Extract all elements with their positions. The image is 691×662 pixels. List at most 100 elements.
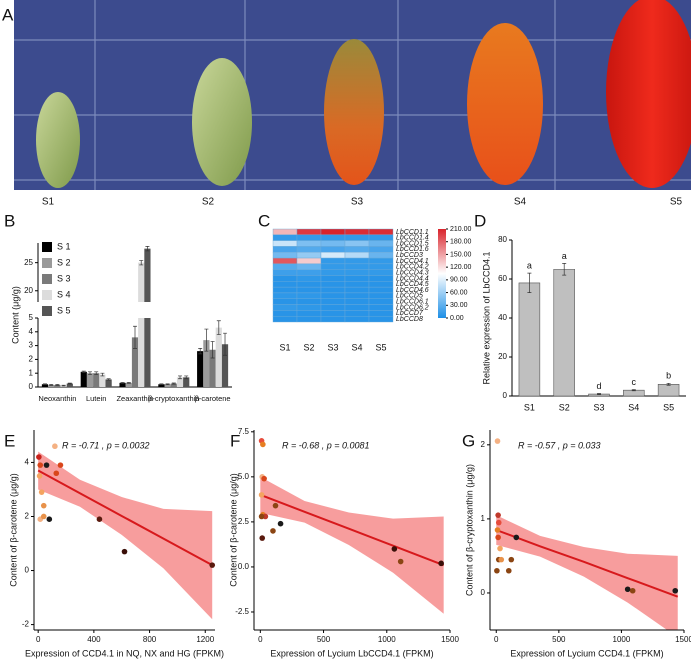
panel-label: C (258, 211, 270, 230)
point (43, 462, 50, 468)
column-label: S5 (375, 342, 386, 352)
error-bar (126, 382, 131, 384)
heatmap-cell (296, 263, 322, 270)
x-tick-label: 1000 (378, 635, 396, 644)
x-tick-label: Lutein (86, 394, 106, 403)
x-tick-label: 800 (143, 635, 157, 644)
point (258, 513, 265, 520)
y-tick-label: 0 (503, 391, 508, 400)
x-tick-label: Zeaxanthin (116, 394, 153, 403)
x-tick-label: 0 (258, 635, 263, 644)
bar (183, 377, 190, 387)
x-axis-label: Expression of Lycium CCD4.1 (FPKM) (510, 648, 663, 658)
regression-line (495, 529, 679, 598)
y-axis-label: Relative expression of LbCCD4.1 (481, 251, 491, 384)
regression-line (37, 469, 213, 567)
point (37, 462, 44, 468)
heatmap-cell (296, 240, 322, 247)
heatmap-cell (368, 252, 394, 259)
error-bar (216, 320, 221, 335)
point (40, 513, 47, 520)
heatmap-cell (368, 298, 394, 305)
heatmap-cell (344, 269, 370, 276)
heatmap-cell (368, 234, 394, 241)
heatmap-cell (344, 310, 370, 317)
heatmap-cell (296, 246, 322, 253)
y-tick-label: 2 (29, 355, 34, 364)
point (96, 516, 103, 522)
y-tick-label: 40 (498, 313, 507, 322)
point (46, 516, 53, 522)
x-axis-label: Expression of Lycium LbCCD4.1 (FPKM) (270, 648, 433, 658)
bar (203, 340, 210, 387)
sample-label: S1 (42, 197, 55, 208)
bar (657, 384, 680, 397)
point (272, 502, 279, 509)
heatmap-cell (344, 292, 370, 299)
sample-label: S2 (202, 197, 215, 208)
error-bar (562, 263, 567, 276)
heatmap-cell (296, 252, 322, 259)
x-tick-label: 400 (87, 635, 101, 644)
point (505, 567, 512, 574)
row-label: LbCCD1.4 (396, 235, 429, 242)
error-bar (67, 382, 72, 385)
row-label: LbCCD6.2 (396, 304, 429, 311)
y-tick-label: 20 (24, 286, 33, 295)
bar (623, 389, 645, 397)
error-bar (178, 375, 183, 380)
bar (553, 268, 575, 397)
heatmap-cell (344, 257, 370, 265)
heatmap-cell (320, 286, 346, 294)
stat-annotation: R = -0.68 , p = 0.0081 (282, 440, 370, 450)
legend-swatch (42, 242, 52, 252)
y-tick-label: 80 (498, 235, 507, 244)
point (391, 546, 398, 552)
error-bar (61, 384, 66, 387)
heatmap-cell (344, 240, 370, 247)
colorbar-tick-label: 120.00 (450, 264, 472, 271)
heatmap-cell (320, 257, 346, 265)
row-label: LbCCD4.5 (396, 281, 429, 288)
point (672, 587, 679, 594)
heatmap-cell (320, 275, 346, 282)
x-tick-label: S4 (628, 402, 639, 412)
colorbar-tick-label: 60.00 (450, 289, 468, 296)
fruit (324, 39, 384, 185)
x-tick-label: Neoxanthin (38, 394, 76, 403)
point (495, 512, 501, 518)
point (270, 528, 276, 534)
bar (105, 379, 112, 387)
bar (119, 382, 126, 387)
heatmap-cell (320, 310, 346, 317)
confidence-band (260, 476, 444, 614)
x-tick-label: S2 (559, 402, 570, 412)
x-tick-label: 1500 (675, 635, 691, 644)
point (438, 560, 444, 567)
significance-label: d (596, 381, 601, 391)
confidence-band (38, 451, 213, 620)
x-tick-label: 1200 (196, 635, 214, 644)
error-bar (159, 383, 164, 386)
heatmap-cell (296, 269, 322, 276)
y-tick-label: 0.0 (238, 562, 250, 571)
panel-label: A (2, 5, 14, 24)
point (40, 502, 47, 509)
y-axis-label: Content of β-carotene (μg/g) (8, 473, 18, 586)
x-tick-label: S3 (593, 402, 604, 412)
heatmap-cell (272, 234, 298, 241)
heatmap-cell (296, 286, 322, 294)
bar (131, 337, 139, 387)
heatmap-cell (272, 228, 298, 236)
error-bar (106, 378, 111, 381)
heatmap-cell (272, 252, 298, 259)
heatmap-cell (320, 246, 346, 253)
y-tick-label: 2 (481, 440, 486, 449)
significance-label: a (562, 251, 567, 261)
point (629, 587, 636, 594)
x-tick-label: β-carotene (195, 394, 231, 403)
heatmap-cell (344, 263, 370, 270)
heatmap-cell (320, 240, 346, 247)
heatmap-cell (272, 298, 298, 305)
point (495, 534, 501, 541)
